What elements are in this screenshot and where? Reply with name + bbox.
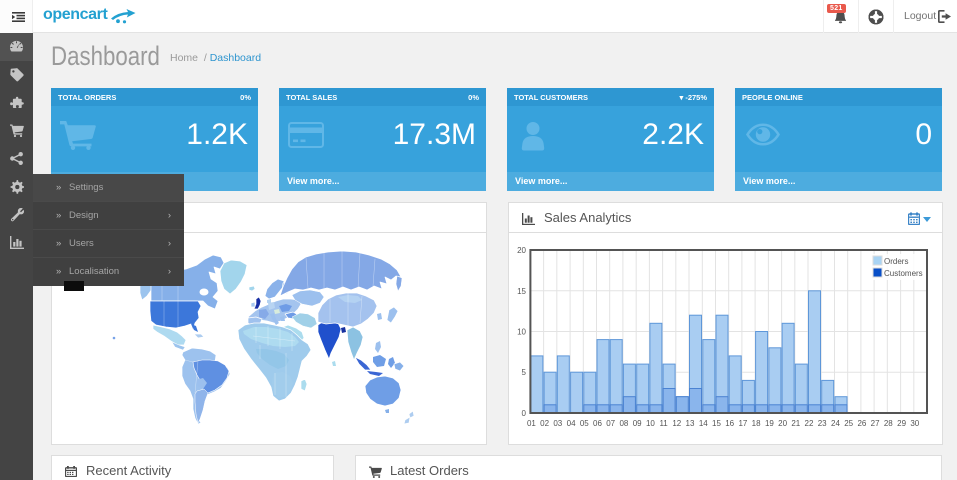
svg-text:07: 07 <box>606 419 615 428</box>
svg-text:30: 30 <box>910 419 919 428</box>
svg-text:24: 24 <box>831 419 840 428</box>
svg-text:01: 01 <box>527 419 536 428</box>
svg-text:08: 08 <box>619 419 628 428</box>
svg-text:22: 22 <box>805 419 814 428</box>
svg-text:10: 10 <box>517 328 526 337</box>
svg-text:15: 15 <box>712 419 721 428</box>
svg-text:27: 27 <box>871 419 880 428</box>
svg-text:17: 17 <box>738 419 747 428</box>
svg-text:15: 15 <box>517 287 526 296</box>
svg-text:13: 13 <box>686 419 695 428</box>
svg-text:09: 09 <box>633 419 642 428</box>
svg-text:06: 06 <box>593 419 602 428</box>
svg-text:02: 02 <box>540 419 549 428</box>
svg-text:28: 28 <box>884 419 893 428</box>
svg-text:10: 10 <box>646 419 655 428</box>
svg-text:20: 20 <box>778 419 787 428</box>
svg-text:Customers: Customers <box>884 269 923 278</box>
svg-text:05: 05 <box>580 419 589 428</box>
svg-text:12: 12 <box>672 419 681 428</box>
svg-text:21: 21 <box>791 419 800 428</box>
svg-text:0: 0 <box>522 409 527 418</box>
svg-text:18: 18 <box>752 419 761 428</box>
svg-text:19: 19 <box>765 419 774 428</box>
svg-text:26: 26 <box>857 419 866 428</box>
svg-text:25: 25 <box>844 419 853 428</box>
svg-text:11: 11 <box>659 419 668 428</box>
svg-text:16: 16 <box>725 419 734 428</box>
svg-text:23: 23 <box>818 419 827 428</box>
svg-text:20: 20 <box>517 246 526 255</box>
svg-text:04: 04 <box>567 419 576 428</box>
svg-text:29: 29 <box>897 419 906 428</box>
svg-text:5: 5 <box>522 368 527 377</box>
svg-text:03: 03 <box>553 419 562 428</box>
svg-text:Orders: Orders <box>884 257 908 266</box>
svg-text:14: 14 <box>699 419 708 428</box>
